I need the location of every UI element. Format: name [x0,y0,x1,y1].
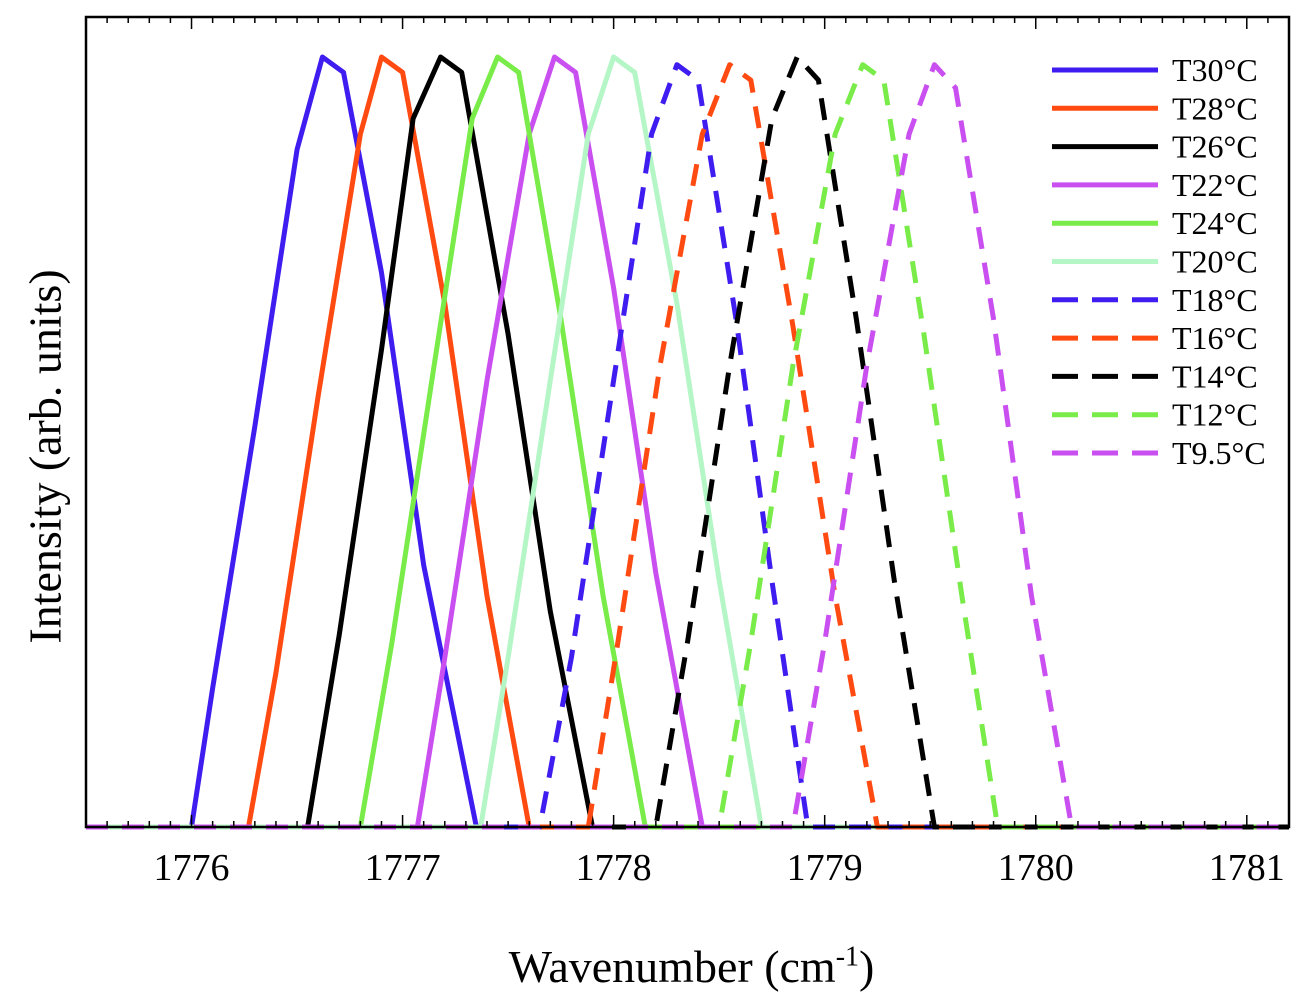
legend-label-11: T9.5°C [1172,435,1266,471]
x-tick-label: 1779 [787,847,863,889]
series-line-5 [86,54,1289,830]
legend-label-3: T26°C [1172,129,1258,165]
x-tick-label: 1781 [1209,847,1285,889]
legend-label-9: T14°C [1172,358,1258,394]
legend-label-8: T16°C [1172,320,1258,356]
x-tick-label: 1777 [365,847,441,889]
x-axis-label: Wavenumber (cm-1) [86,940,1297,993]
series-line-6 [86,54,1289,830]
legend-label-5: T24°C [1172,205,1258,241]
plot-frame [84,15,1291,829]
y-axis-label: Intensity (arb. units) [19,268,71,644]
legend: T30°CT28°CT26°CT22°CT24°CT20°CT18°CT16°C… [1052,52,1266,471]
series-line-9 [86,54,1289,830]
legend-label-2: T28°C [1172,90,1258,126]
series-line-4 [86,54,1289,830]
x-tick-label: 1780 [998,847,1074,889]
legend-label-6: T20°C [1172,244,1258,280]
series-line-2 [86,54,1289,830]
legend-label-7: T18°C [1172,282,1258,318]
legend-label-1: T30°C [1172,52,1258,88]
y-axis-label-container: Intensity (arb. units) [0,85,90,827]
legend-label-4: T22°C [1172,167,1258,203]
series-layer [86,54,1289,830]
x-axis-label-base: Wavenumber (cm [508,941,836,992]
x-tick-label: 1776 [154,847,230,889]
series-line-1 [86,54,1289,830]
series-line-11 [86,62,1289,830]
x-axis-label-end: ) [859,941,875,992]
x-tick-label: 1778 [576,847,652,889]
axes-layer: 1776 1777 1778 1779 1780 1781 [84,15,1291,889]
legend-label-10: T12°C [1172,397,1258,433]
x-axis-label-superscript: -1 [835,941,860,973]
series-line-3 [86,54,1289,830]
